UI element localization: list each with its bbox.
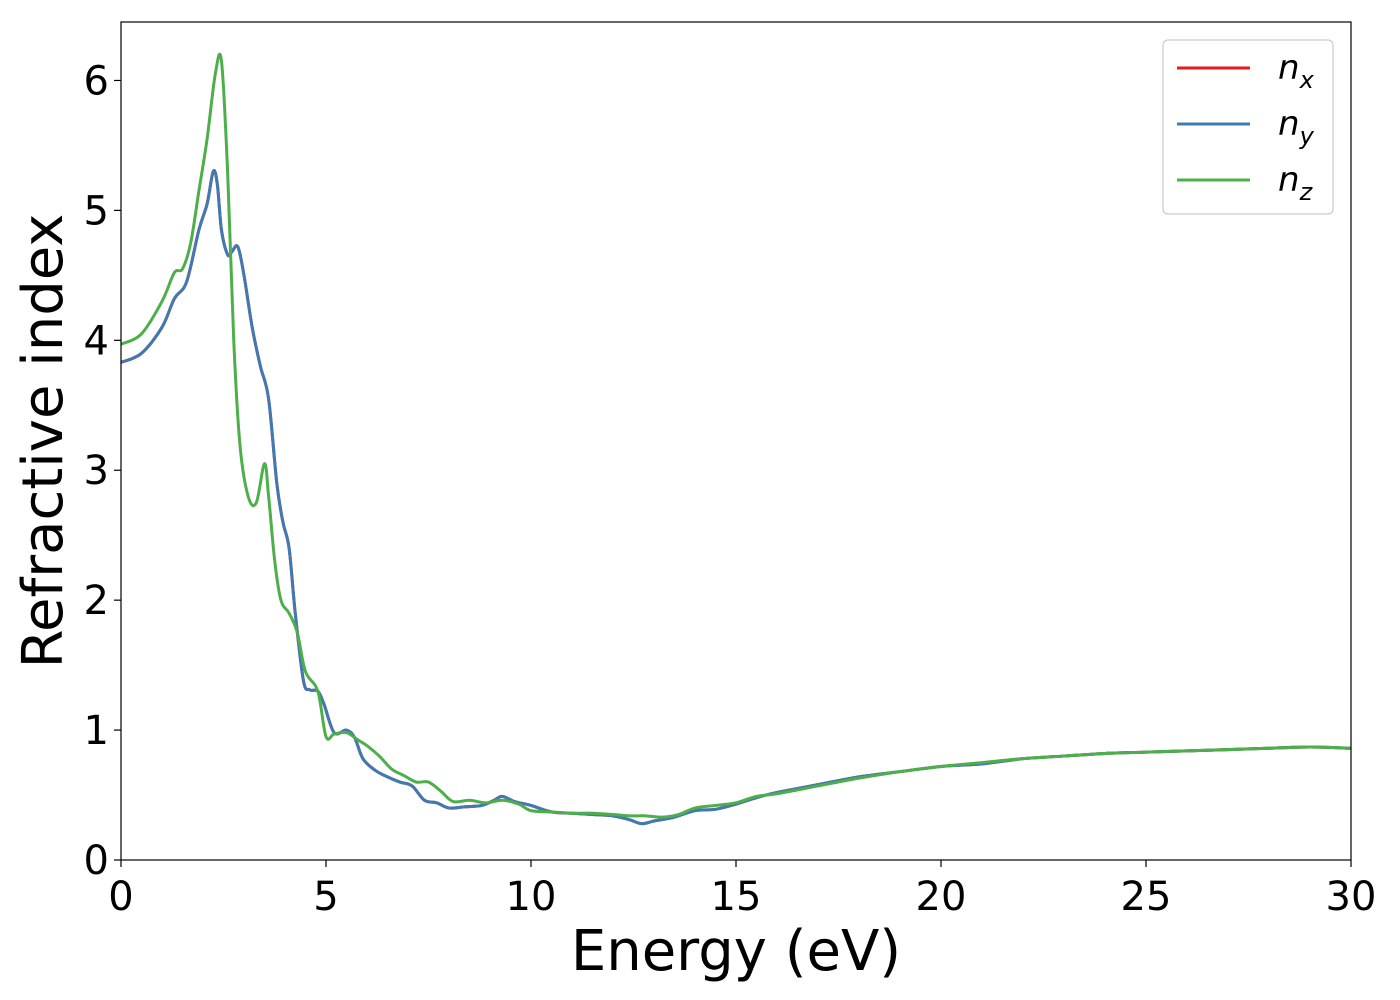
x-axis: 0 5 10 15 20 25 30	[108, 860, 1376, 920]
y-tick-label: 6	[84, 58, 109, 104]
legend-box	[1162, 39, 1334, 215]
y-tick-label: 2	[84, 578, 109, 624]
legend-label-ny: ny	[1278, 104, 1315, 150]
x-tick-label: 25	[1121, 874, 1172, 920]
x-tick-label: 15	[711, 874, 762, 920]
x-tick-label: 0	[108, 874, 133, 920]
y-tick-label: 1	[84, 708, 109, 754]
x-tick-label: 20	[916, 874, 967, 920]
legend-label-nx: nx	[1278, 48, 1315, 94]
y-axis: 0 1 2 3 4 5 6	[84, 58, 121, 884]
series-line-nz	[121, 52, 1351, 819]
x-tick-label: 30	[1326, 874, 1377, 920]
y-tick-label: 3	[84, 448, 109, 494]
y-tick-label: 4	[84, 318, 109, 364]
legend-label-nz: nz	[1278, 160, 1314, 206]
y-axis-title: Refractive index	[11, 214, 76, 669]
series-layer	[121, 52, 1351, 826]
y-tick-label: 0	[84, 838, 109, 884]
x-axis-title: Energy (eV)	[571, 919, 901, 984]
x-tick-label: 10	[506, 874, 557, 920]
x-tick-label: 5	[313, 874, 338, 920]
y-tick-label: 5	[84, 188, 109, 234]
series-line-nx	[121, 169, 1351, 826]
series-line-ny	[121, 169, 1351, 826]
legend: nx ny nz	[1162, 39, 1334, 215]
